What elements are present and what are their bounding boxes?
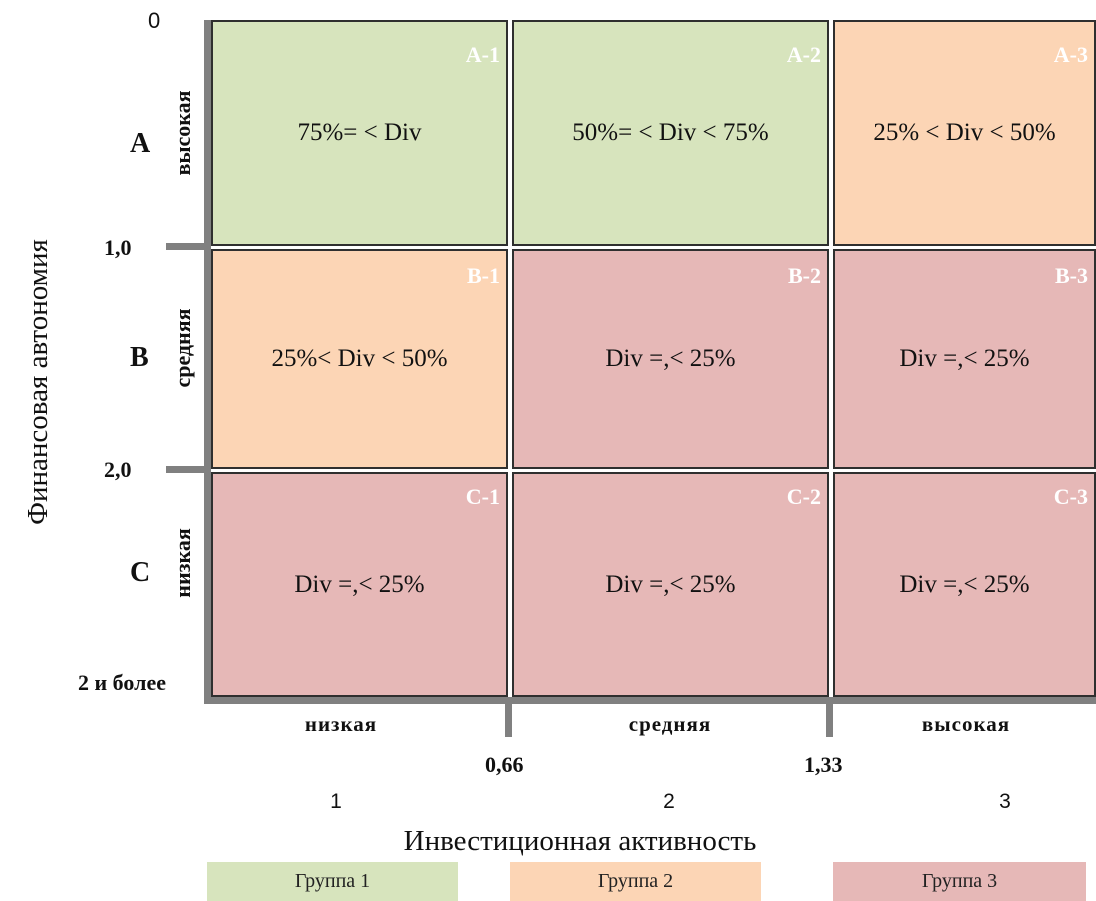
- cell-a-3: A-3 25% < Div < 50%: [833, 20, 1096, 246]
- y-tick-1: 1,0: [104, 235, 132, 260]
- cell-b-2: B-2 Div =,< 25%: [512, 249, 829, 469]
- cell-c-3: C-3 Div =,< 25%: [833, 472, 1096, 697]
- cell-id: A-3: [1053, 42, 1088, 67]
- x-number-3: 3: [999, 790, 1011, 813]
- x-number-2: 2: [663, 790, 675, 813]
- cell-rule: 25%< Div < 50%: [271, 345, 448, 372]
- x-number-1: 1: [330, 790, 342, 813]
- x-category-high: высокая: [921, 712, 1011, 736]
- cell-c-1: C-1 Div =,< 25%: [211, 472, 508, 697]
- legend-group-1: Группа 1: [207, 862, 458, 901]
- cell-id: A-1: [465, 42, 500, 67]
- cell-rule: Div =,< 25%: [899, 345, 1030, 372]
- cell-id: A-2: [786, 42, 821, 67]
- cell-rule: Div =,< 25%: [605, 570, 736, 598]
- cell-c-2: C-2 Div =,< 25%: [512, 472, 829, 697]
- cell-rule: 50%= < Div < 75%: [572, 119, 769, 146]
- row-letter-b: B: [130, 342, 149, 373]
- cell-id: C-3: [1053, 484, 1088, 509]
- y-axis-title: Финансовая автономия: [22, 239, 54, 525]
- x-category-mid: средняя: [628, 712, 712, 736]
- row-letter-a: A: [130, 128, 151, 159]
- x-category-low: низкая: [304, 712, 378, 736]
- row-letter-c: C: [130, 557, 151, 588]
- cell-id: B-1: [467, 263, 500, 288]
- cell-rule: 25% < Div < 50%: [873, 119, 1056, 146]
- cell-rule: 75%= < Div: [297, 119, 422, 146]
- cell-a-1: A-1 75%= < Div: [211, 20, 508, 246]
- row-label-c: низкая: [170, 528, 195, 598]
- x-tick-1-33: 1,33: [804, 752, 843, 777]
- cell-id: B-3: [1055, 263, 1088, 288]
- cell-rule: Div =,< 25%: [605, 345, 736, 372]
- x-axis-bar: [204, 697, 1096, 704]
- y-tick-0: 0: [148, 8, 161, 33]
- y-axis-tick-mark-2: [166, 466, 211, 473]
- legend-group-3: Группа 3: [833, 862, 1086, 901]
- cell-id: B-2: [788, 263, 821, 288]
- x-axis-tick-mark-2: [826, 697, 833, 737]
- y-axis-tick-mark-1: [166, 243, 211, 250]
- cell-id: C-2: [786, 484, 821, 509]
- cell-rule: Div =,< 25%: [294, 570, 425, 598]
- row-label-b: средняя: [170, 308, 195, 388]
- cell-id: C-1: [465, 484, 500, 509]
- cell-a-2: A-2 50%= < Div < 75%: [512, 20, 829, 246]
- cell-b-1: B-1 25%< Div < 50%: [211, 249, 508, 469]
- x-tick-0-66: 0,66: [485, 752, 524, 777]
- cell-b-3: B-3 Div =,< 25%: [833, 249, 1096, 469]
- y-tick-3: 2 и более: [78, 670, 166, 695]
- cell-rule: Div =,< 25%: [899, 570, 1030, 598]
- x-axis-tick-mark-1: [505, 697, 512, 737]
- legend-group-2: Группа 2: [510, 862, 761, 901]
- y-tick-2: 2,0: [104, 457, 132, 482]
- x-axis-title: Инвестиционная активность: [403, 825, 757, 857]
- y-axis-bar: [204, 20, 211, 703]
- row-label-a: высокая: [170, 90, 195, 176]
